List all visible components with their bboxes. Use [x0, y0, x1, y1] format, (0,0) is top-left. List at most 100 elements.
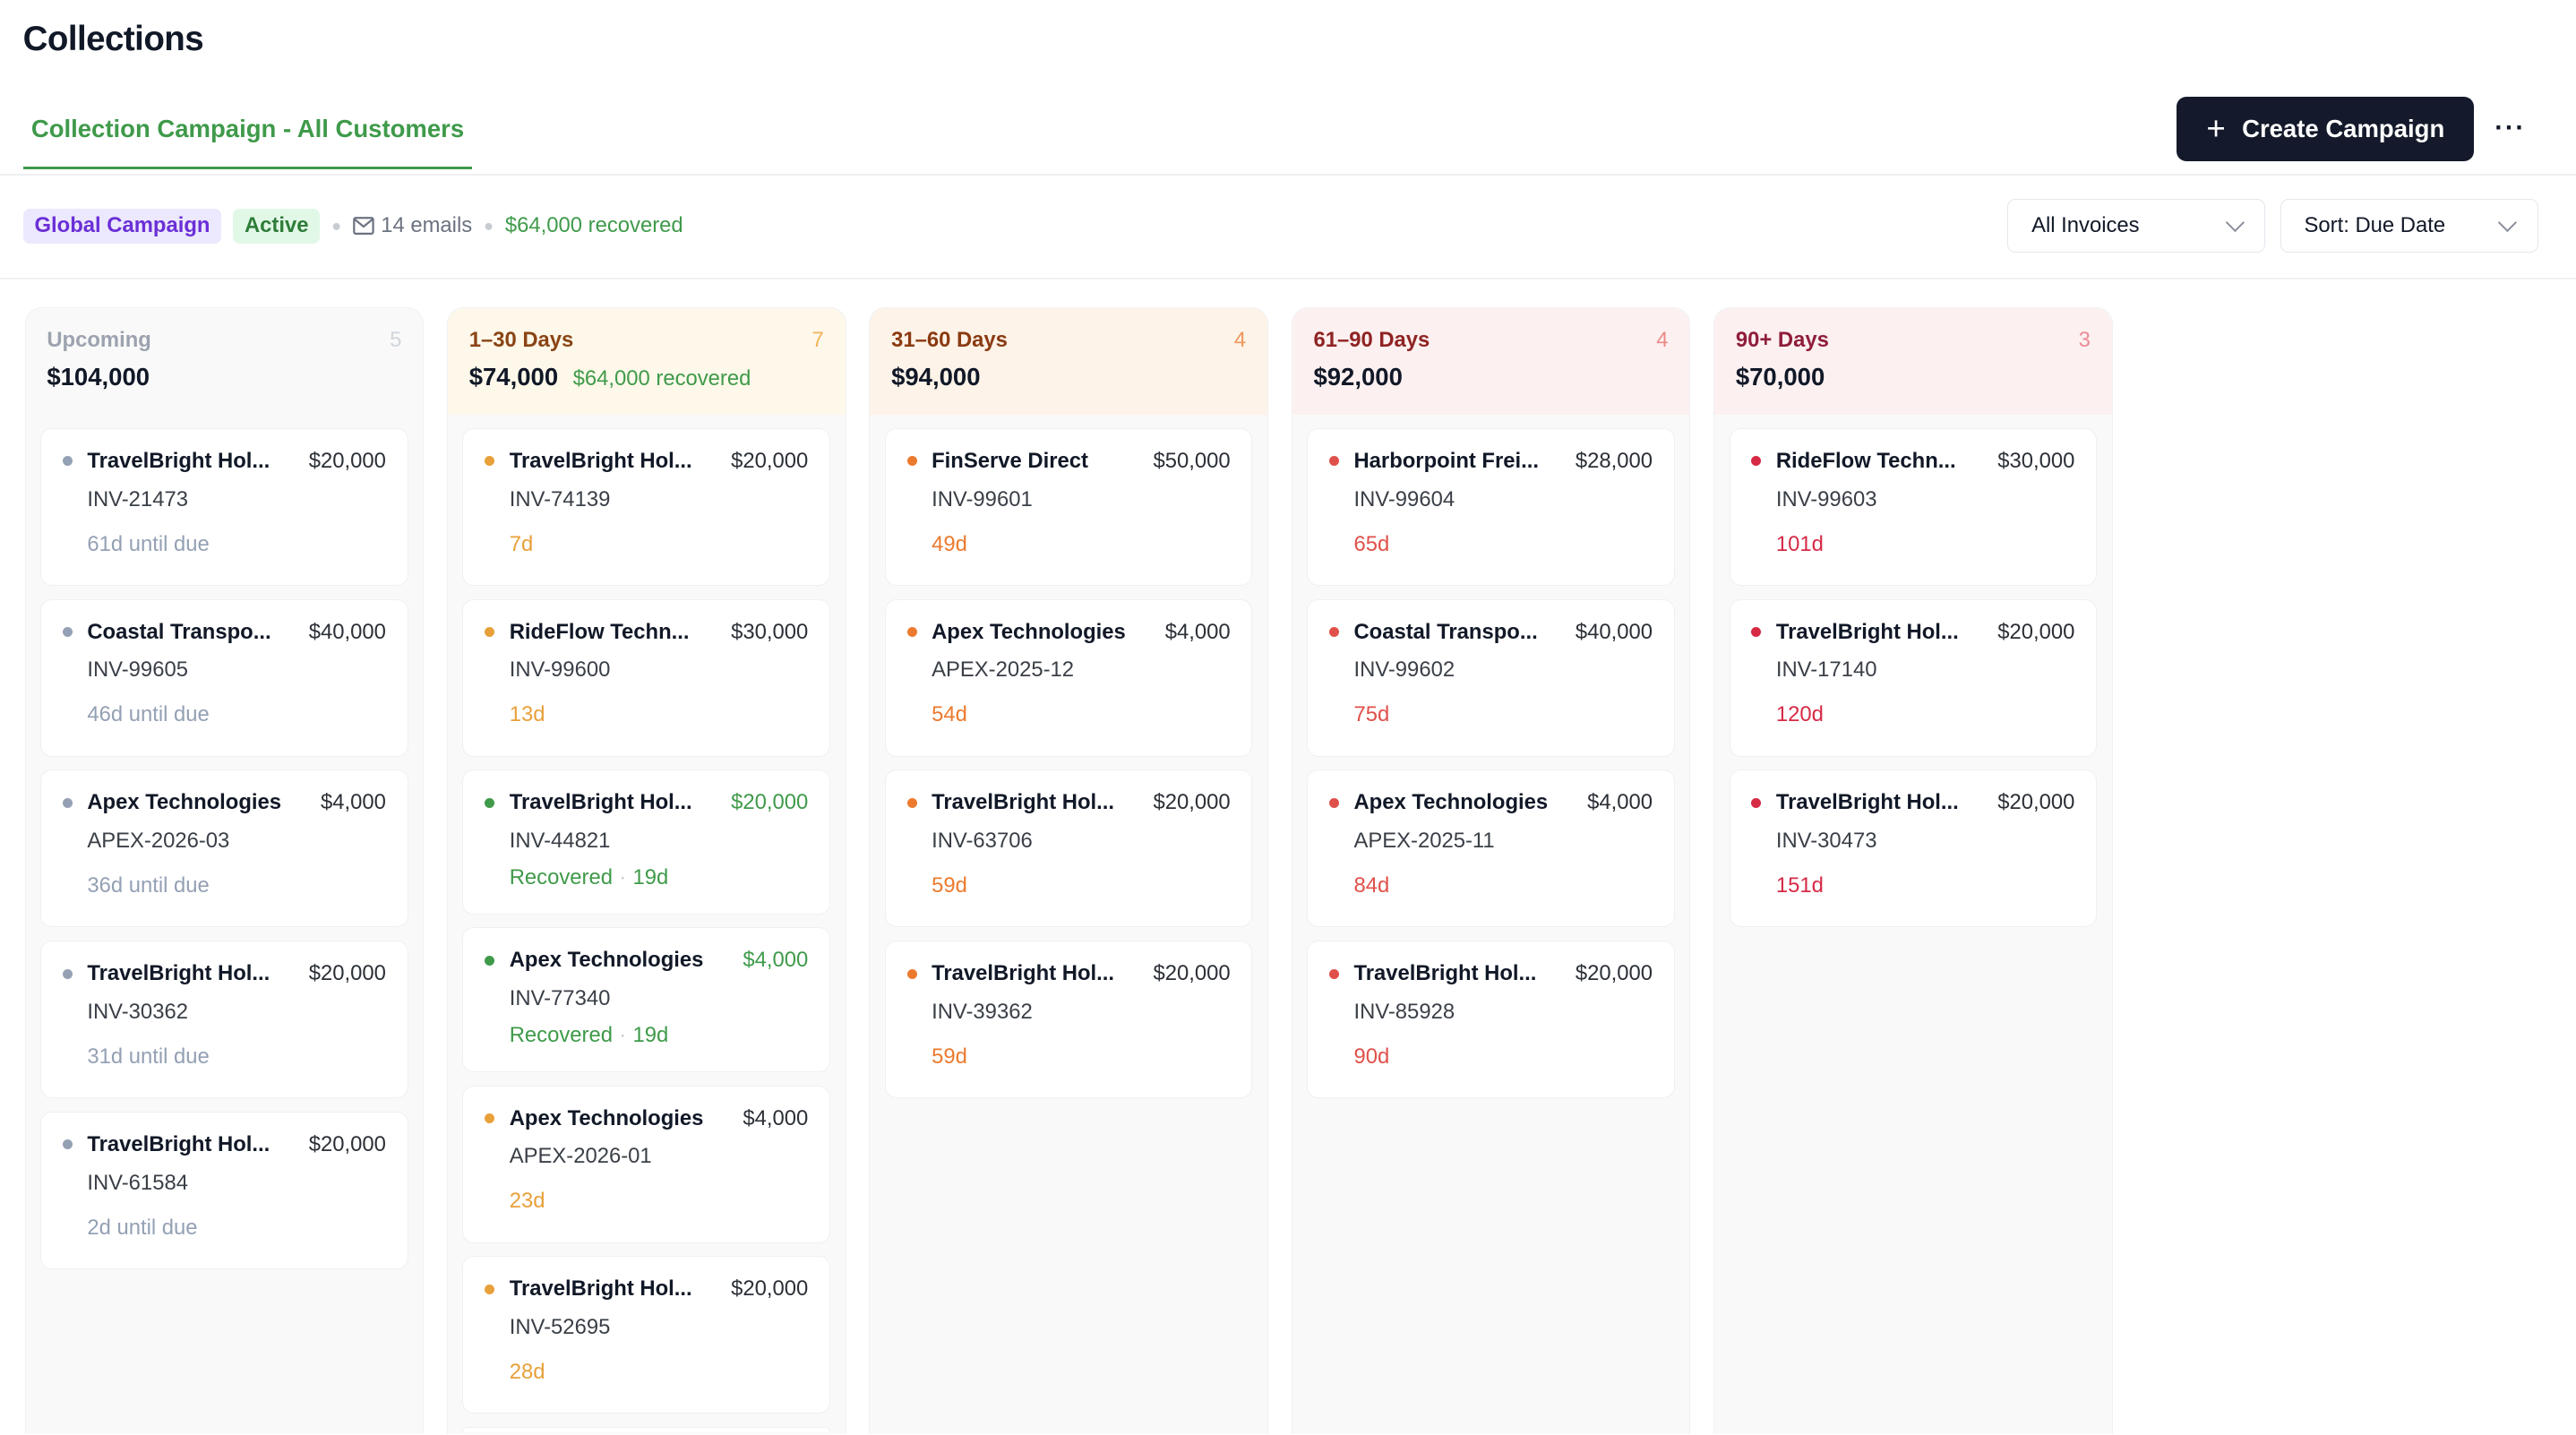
- invoice-amount: $20,000: [308, 448, 386, 473]
- invoice-card[interactable]: TravelBright Hol... $20,000 INV-17140 120d: [1729, 598, 2098, 757]
- column-total-row: $104,000: [47, 363, 401, 391]
- days-overdue: 59d: [932, 873, 967, 898]
- column-count: 4: [1233, 327, 1247, 352]
- days-overdue: Recovered · 19d: [510, 865, 809, 890]
- invoice-number: INV-99602: [1353, 657, 1455, 683]
- invoice-amount: $40,000: [1575, 619, 1653, 644]
- invoice-number: APEX-2025-12: [932, 657, 1075, 683]
- status-dot-icon: [485, 1284, 495, 1294]
- invoice-card[interactable]: [462, 1427, 831, 1432]
- invoice-number: INV-39362: [932, 999, 1033, 1024]
- invoice-card[interactable]: FinServe Direct $50,000 INV-99601 49d: [884, 427, 1253, 586]
- column-total: $74,000: [468, 362, 559, 391]
- invoice-number: INV-44821: [509, 829, 611, 854]
- invoice-card[interactable]: Apex Technologies $4,000 APEX-2025-12 54d: [884, 598, 1253, 757]
- invoice-card[interactable]: TravelBright Hol... $20,000 INV-61584 2d un…: [40, 1111, 408, 1269]
- card-header: Apex Technologies $4,000: [485, 948, 808, 973]
- column-total-row: $70,000: [1736, 363, 2091, 391]
- invoice-card[interactable]: Apex Technologies $4,000 APEX-2026-01 23d: [462, 1085, 831, 1243]
- card-header: TravelBright Hol... $20,000: [62, 961, 386, 986]
- card-header: TravelBright Hol... $20,000: [1328, 961, 1653, 986]
- column-title: 61–90 Days: [1313, 327, 1430, 352]
- invoice-number: INV-99604: [1353, 486, 1455, 511]
- invoice-card[interactable]: Harborpoint Frei... $28,000 INV-99604 65d: [1307, 427, 1675, 586]
- status-dot-icon: [1328, 968, 1339, 979]
- column-header: 31–60 Days 4 $94,000: [870, 307, 1267, 416]
- invoice-card[interactable]: Apex Technologies $4,000 INV-77340 Recovere…: [462, 927, 831, 1072]
- invoice-number: INV-30362: [87, 999, 188, 1024]
- invoice-card[interactable]: TravelBright Hol... $20,000 INV-74139 7d: [462, 427, 831, 586]
- sort-select[interactable]: Sort: Due Date: [2280, 198, 2538, 253]
- column-title: 90+ Days: [1735, 327, 1829, 352]
- status-dot-icon: [62, 456, 73, 467]
- invoice-amount: $4,000: [320, 790, 386, 815]
- days-overdue: 31d until due: [87, 1044, 210, 1069]
- invoice-amount: $20,000: [1153, 961, 1231, 986]
- card-header: RideFlow Techn... $30,000: [485, 620, 808, 645]
- customer-name: Coastal Transpo...: [87, 619, 271, 644]
- invoice-amount: $50,000: [1153, 448, 1231, 473]
- board-column: 31–60 Days 4 $94,000 FinServe Direct $50,000…: [869, 306, 1268, 1435]
- status-dot-icon: [1328, 627, 1339, 638]
- more-horizontal-icon[interactable]: ···: [2494, 113, 2527, 143]
- column-title: 31–60 Days: [891, 327, 1008, 352]
- column-total: $94,000: [891, 362, 981, 391]
- invoice-card[interactable]: TravelBright Hol... $20,000 INV-63706 59d: [884, 769, 1253, 928]
- invoice-card[interactable]: RideFlow Techn... $30,000 INV-99600 13d: [462, 598, 831, 757]
- column-title-row: 90+ Days 3: [1736, 328, 2091, 353]
- recovered-status: Recovered: [509, 864, 613, 889]
- invoice-card[interactable]: TravelBright Hol... $20,000 INV-85928 90d: [1307, 941, 1675, 1099]
- column-recovered: $64,000 recovered: [572, 365, 751, 391]
- invoice-number: INV-61584: [87, 1170, 188, 1195]
- invoice-number: INV-99603: [1775, 486, 1877, 511]
- card-header: Apex Technologies $4,000: [906, 619, 1231, 645]
- customer-name: Coastal Transpo...: [1353, 619, 1538, 644]
- invoice-amount: $20,000: [308, 961, 386, 986]
- card-header: Harborpoint Frei... $28,000: [1328, 449, 1653, 474]
- invoice-card[interactable]: Apex Technologies $4,000 APEX-2025-11 84d: [1307, 769, 1675, 928]
- invoice-card[interactable]: RideFlow Techn... $30,000 INV-99603 101d: [1729, 427, 2098, 586]
- create-campaign-button[interactable]: + Create Campaign: [2177, 97, 2475, 161]
- invoice-card[interactable]: Coastal Transpo... $40,000 INV-99605 46d un…: [40, 598, 408, 757]
- invoice-card[interactable]: TravelBright Hol... $20,000 INV-30473 151d: [1729, 769, 2098, 928]
- column-title-row: 1–30 Days 7: [469, 328, 824, 353]
- scope-badge: Global Campaign: [22, 208, 222, 244]
- invoice-number: INV-99605: [87, 657, 188, 683]
- invoice-card[interactable]: Coastal Transpo... $40,000 INV-99602 75d: [1307, 598, 1675, 757]
- column-total: $70,000: [1735, 362, 1825, 391]
- invoice-card[interactable]: TravelBright Hol... $20,000 INV-44821 Recov…: [462, 769, 831, 915]
- column-header: 1–30 Days 7 $74,000 $64,000 recovered: [447, 307, 846, 416]
- invoice-number: INV-63706: [932, 829, 1033, 854]
- customer-name: Apex Technologies: [932, 619, 1126, 644]
- recovered-status: Recovered: [509, 1022, 613, 1047]
- status-dot-icon: [62, 797, 73, 808]
- tab-collection-campaign[interactable]: Collection Campaign - All Customers: [22, 115, 473, 170]
- card-header: TravelBright Hol... $20,000: [906, 790, 1231, 815]
- card-header: Apex Technologies $4,000: [1328, 790, 1653, 815]
- status-dot-icon: [906, 627, 917, 638]
- divider: [0, 174, 2576, 176]
- invoice-filter-select[interactable]: All Invoices: [2007, 198, 2266, 253]
- customer-name: TravelBright Hol...: [87, 448, 270, 473]
- invoice-card[interactable]: TravelBright Hol... $20,000 INV-39362 59d: [884, 941, 1253, 1099]
- column-header: Upcoming 5 $104,000: [25, 307, 424, 416]
- card-header: TravelBright Hol... $20,000: [62, 448, 386, 474]
- invoice-card[interactable]: Apex Technologies $4,000 APEX-2026-03 36d u…: [40, 769, 408, 928]
- invoice-card[interactable]: TravelBright Hol... $20,000 INV-21473 61d u…: [40, 427, 408, 586]
- customer-name: Apex Technologies: [509, 948, 704, 973]
- card-list: Harborpoint Frei... $28,000 INV-99604 65d Co…: [1292, 415, 1690, 1099]
- customer-name: Apex Technologies: [1353, 790, 1549, 815]
- card-header: TravelBright Hol... $20,000: [485, 1276, 808, 1302]
- invoice-card[interactable]: TravelBright Hol... $20,000 INV-30362 31d u…: [40, 941, 408, 1099]
- invoice-number: INV-77340: [509, 986, 611, 1011]
- invoice-card[interactable]: TravelBright Hol... $20,000 INV-52695 28d: [462, 1256, 831, 1414]
- status-dot-icon: [1751, 627, 1762, 638]
- separator-dot: ·: [619, 864, 627, 889]
- days-overdue: 49d: [932, 531, 967, 556]
- status-dot-icon: [1751, 797, 1762, 808]
- days-value: 19d: [632, 864, 669, 889]
- customer-name: RideFlow Techn...: [509, 619, 690, 644]
- customer-name: TravelBright Hol...: [509, 448, 692, 473]
- column-header: 61–90 Days 4 $92,000: [1292, 307, 1690, 416]
- invoice-number: INV-85928: [1353, 999, 1455, 1024]
